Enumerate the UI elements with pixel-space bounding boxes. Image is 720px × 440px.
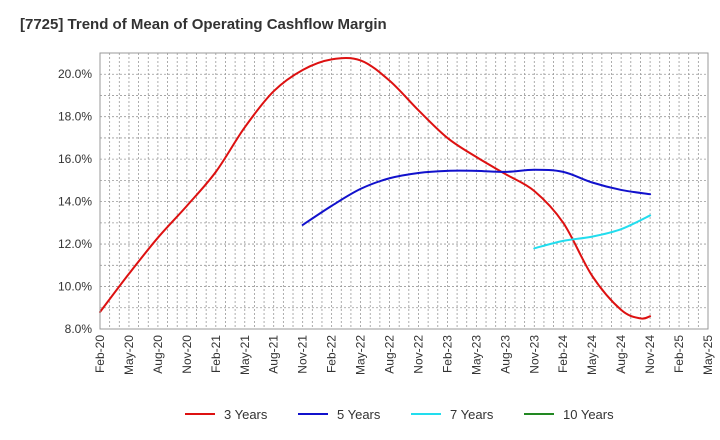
x-tick-label: Feb-24 <box>556 335 570 373</box>
x-tick-label: May-25 <box>701 335 715 375</box>
x-tick-label: Nov-21 <box>296 335 310 374</box>
x-tick-label: Aug-22 <box>383 335 397 374</box>
legend-label-3-years: 3 Years <box>224 407 268 422</box>
grid <box>100 53 708 329</box>
x-axis: Feb-20 May-20 Aug-20 Nov-20 Feb-21 May-21 Aug-… <box>93 335 715 375</box>
series-line-5-years <box>301 168 652 226</box>
series-line-3-years <box>99 56 652 320</box>
y-tick-label: 12.0% <box>58 237 92 251</box>
x-tick-label: Feb-21 <box>209 335 223 373</box>
legend-label-10-years: 10 Years <box>563 407 614 422</box>
y-axis: 8.0% 10.0% 12.0% 14.0% 16.0% 18.0% 20.0% <box>58 67 92 336</box>
y-tick-label: 10.0% <box>58 280 92 294</box>
x-tick-label: May-21 <box>238 335 252 375</box>
x-tick-label: Feb-25 <box>672 335 686 373</box>
x-tick-label: Feb-22 <box>325 335 339 373</box>
x-tick-label: Aug-24 <box>614 335 628 374</box>
y-tick-label: 20.0% <box>58 67 92 81</box>
x-tick-label: Nov-22 <box>411 335 425 374</box>
series-lines <box>99 56 652 320</box>
y-tick-label: 18.0% <box>58 110 92 124</box>
legend-label-5-years: 5 Years <box>337 407 381 422</box>
y-tick-label: 16.0% <box>58 152 92 166</box>
chart-title: [7725] Trend of Mean of Operating Cashfl… <box>20 16 387 33</box>
legend-label-7-years: 7 Years <box>450 407 494 422</box>
x-tick-label: Feb-20 <box>93 335 107 373</box>
x-tick-label: May-22 <box>354 335 368 375</box>
y-tick-label: 8.0% <box>65 322 93 336</box>
x-tick-label: Nov-20 <box>180 335 194 374</box>
x-tick-label: Feb-23 <box>440 335 454 373</box>
x-tick-label: Aug-21 <box>267 335 281 374</box>
x-tick-label: Nov-23 <box>527 335 541 374</box>
x-tick-label: Aug-23 <box>498 335 512 374</box>
x-tick-label: Aug-20 <box>151 335 165 374</box>
x-tick-label: May-20 <box>122 335 136 375</box>
x-tick-label: May-23 <box>469 335 483 375</box>
x-tick-label: Nov-24 <box>643 335 657 374</box>
x-tick-label: May-24 <box>585 335 599 375</box>
series-line-7-years <box>533 214 652 250</box>
plot-frame <box>99 52 709 330</box>
y-tick-label: 14.0% <box>58 195 92 209</box>
legend: 3 Years 5 Years 7 Years 10 Years <box>185 407 614 422</box>
